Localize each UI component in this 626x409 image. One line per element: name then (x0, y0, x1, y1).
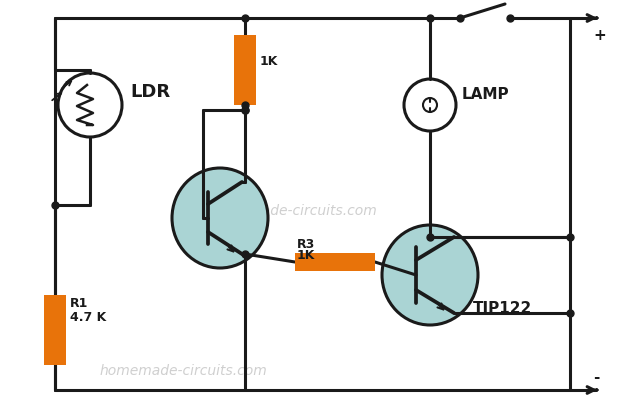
Text: -: - (593, 370, 599, 385)
Text: TIP122: TIP122 (473, 301, 532, 316)
Text: homemade-circuits.com: homemade-circuits.com (100, 364, 268, 378)
Ellipse shape (382, 225, 478, 325)
Text: 4.7 K: 4.7 K (70, 311, 106, 324)
Text: 1K: 1K (297, 249, 316, 262)
Text: LDR: LDR (130, 83, 170, 101)
Text: LAMP: LAMP (462, 87, 510, 102)
Text: 1K: 1K (260, 55, 279, 68)
Ellipse shape (172, 168, 268, 268)
Bar (44, 295, 66, 365)
Text: homemade-circuits.com: homemade-circuits.com (210, 204, 377, 218)
Text: R1: R1 (70, 297, 88, 310)
Bar (295, 253, 375, 271)
Bar (234, 35, 256, 105)
Text: R3: R3 (297, 238, 316, 251)
Text: +: + (593, 28, 606, 43)
